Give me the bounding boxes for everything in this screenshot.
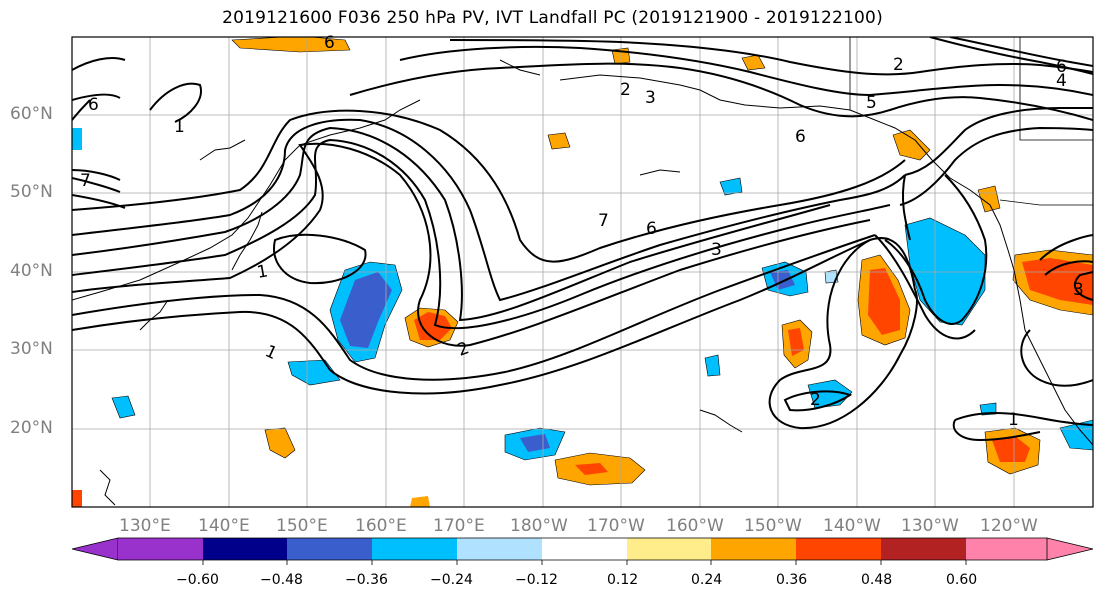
lon-label: 140°W [823,516,881,536]
contour-label: 2 [810,390,821,410]
positive-anomaly-core [414,312,452,340]
positive-anomaly-patch [72,490,82,507]
contour-label: 7 [80,171,91,191]
lon-label: 130°E [119,516,171,536]
colorbar-segment [542,538,627,560]
contour-label: 5 [866,93,877,113]
colorbar-segment [796,538,881,560]
positive-anomaly-core [788,328,804,356]
negative-anomaly-patch [1059,419,1093,451]
colorbar-tick-label: −0.48 [260,572,303,588]
colorbar-segment [881,538,966,560]
contour-label: 7 [598,211,609,231]
contour-label: 1 [1008,410,1019,430]
colorbar-extend-high [1046,537,1094,561]
lon-label: 140°E [198,516,250,536]
colorbar-tick-label: −0.24 [430,572,473,588]
contour-label: 6 [795,127,806,147]
colorbar-segment [118,538,203,560]
lat-label: 60°N [10,104,53,124]
contour-label: 1 [255,261,269,283]
map-title: 2019121600 F036 250 hPa PV, IVT Landfall… [222,8,883,28]
positive-anomaly-core [868,268,900,335]
negative-anomaly-core [520,434,550,452]
positive-anomaly-core [1022,258,1093,305]
contour-label: 1 [174,117,185,137]
contour-label: 1 [262,341,280,364]
colorbar-segment [203,538,287,560]
lon-label: 130°W [901,516,959,536]
colorbar-tick-label: 0.48 [861,572,893,588]
contour-label: 4 [1056,71,1067,91]
coastlines [72,37,1093,506]
colorbar-segment [627,538,711,560]
lon-label: 150°W [744,516,802,536]
colorbar-segment [372,538,457,560]
colorbar-tick-label: 0.12 [607,572,639,588]
colorbar-tick-label: 0.24 [691,572,723,588]
positive-anomaly-patch [547,132,571,150]
contour-label: 2 [893,55,904,75]
lon-label: 160°E [355,516,407,536]
lat-label: 50°N [10,182,53,202]
contour-label: 3 [711,240,722,260]
lon-label: 170°W [587,516,645,536]
lon-label: 150°E [276,516,328,536]
contour-label: 6 [646,219,657,239]
lat-label: 20°N [10,418,53,438]
colorbar-segment [711,538,796,560]
lon-label: 160°W [666,516,724,536]
contour-label: 3 [1073,280,1084,300]
lon-label: 180°W [510,516,568,536]
negative-anomaly-core [340,272,392,348]
colorbar-extend-low [71,537,119,561]
colorbar-tick-label: 0.36 [776,572,808,588]
contour-label: 6 [1056,57,1067,77]
positive-anomaly-patch [892,129,931,161]
contour-label: 6 [324,33,335,53]
colorbar-segment [457,538,542,560]
colorbar-tick-label: −0.12 [515,572,558,588]
colorbar-tick-label: 0.60 [946,572,978,588]
contour-label: 2 [455,338,472,360]
colorbar-segment [966,538,1047,560]
contour-labels: 6 1 7 5 6 7 6 3 2 6 1 1 2 2 1 3 6 4 2 3 [80,33,1084,430]
negative-anomaly-patch [72,128,82,150]
pv-contours [72,37,1093,442]
lat-label: 40°N [10,261,53,281]
lat-label: 30°N [10,339,53,359]
negative-anomaly-patch [719,177,743,196]
positive-anomaly-patch [264,427,296,459]
colorbar-segment [287,538,372,560]
lon-label: 120°W [980,516,1038,536]
map-frame [71,36,1094,508]
lon-label: 170°E [433,516,485,536]
positive-anomaly-patch [741,54,766,71]
positive-anomaly-patch [410,496,430,507]
contour-label: 6 [88,95,99,115]
contour-label: 2 [620,80,631,100]
negative-anomaly-patch [704,354,721,377]
colorbar [71,537,1094,565]
positive-anomaly-core [575,463,608,475]
shading-layer [72,37,1093,507]
colorbar-tick-label: −0.36 [345,572,388,588]
negative-anomaly-patch [111,395,136,419]
positive-anomaly-patch [977,185,1001,213]
positive-anomaly-patch [231,37,351,53]
colorbar-tick-label: −0.60 [176,572,219,588]
positive-anomaly-core [992,436,1030,462]
contour-label: 3 [645,88,656,108]
